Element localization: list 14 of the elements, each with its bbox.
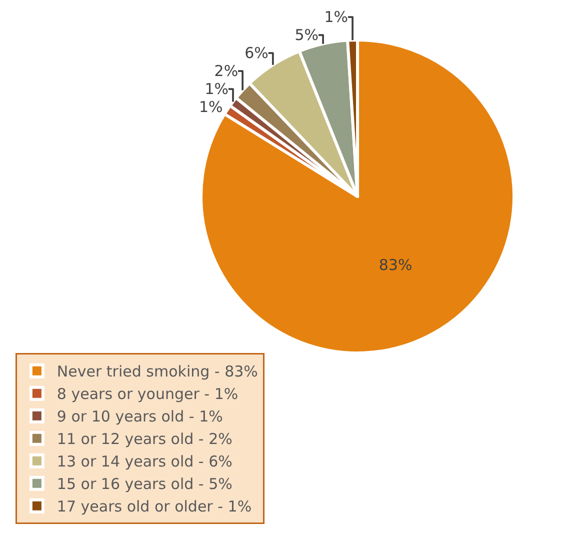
data-label: 6% — [244, 44, 268, 62]
data-label: 83% — [378, 256, 412, 274]
legend-label: 9 or 10 years old - 1% — [56, 408, 223, 426]
legend-label: Never tried smoking - 83% — [56, 362, 258, 381]
legend-label: 8 years or younger - 1% — [56, 385, 238, 404]
legend-label: 17 years old or older - 1% — [56, 498, 252, 516]
data-label: 5% — [294, 26, 319, 44]
data-label: 1% — [324, 8, 348, 26]
data-label: 1% — [198, 98, 223, 116]
legend-label: 11 or 12 years old - 2% — [56, 430, 232, 448]
legend-label: 15 or 16 years old - 5% — [56, 475, 232, 494]
data-label: 2% — [214, 62, 238, 80]
legend-label: 13 or 14 years old - 6% — [56, 452, 232, 471]
data-label: 1% — [204, 80, 228, 98]
